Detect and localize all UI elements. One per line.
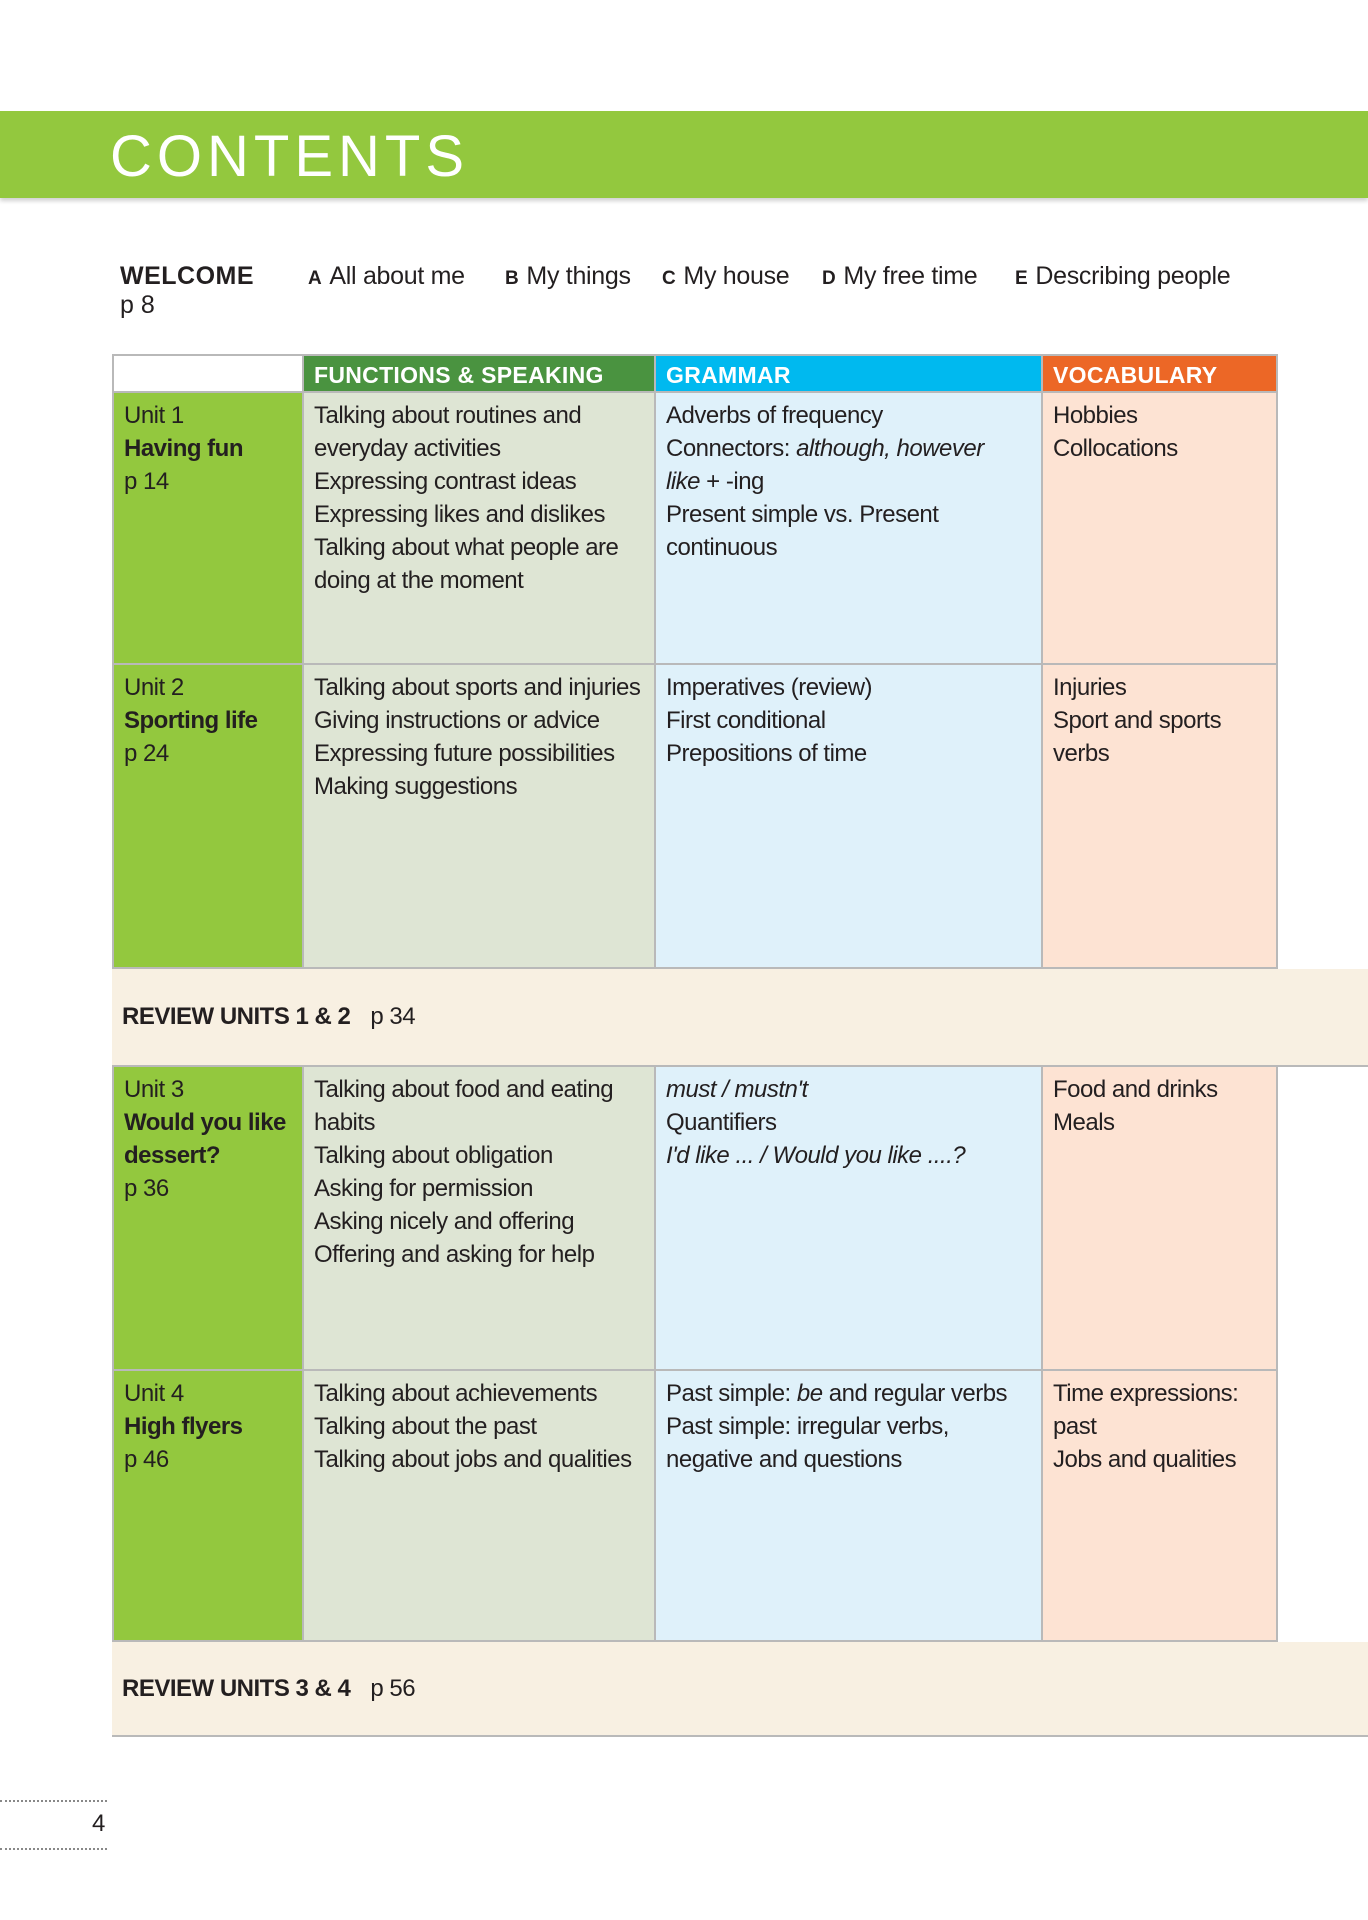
functions-cell: Talking about routines and everyday acti…: [304, 393, 656, 665]
functions-item: Expressing contrast ideas: [314, 468, 577, 495]
grammar-item: Imperatives (review): [666, 674, 873, 701]
unit-cell: Unit 3 Would you like dessert? p 36: [112, 1067, 304, 1371]
functions-item: Expressing likes and dislikes: [314, 501, 605, 528]
functions-cell: Talking about sports and injuries Giving …: [304, 665, 656, 969]
item-label: All about me: [329, 262, 465, 290]
item-key: E: [1015, 268, 1028, 289]
unit-name: Having fun: [124, 435, 244, 462]
functions-item: Talking about the past: [314, 1413, 537, 1440]
review-row: REVIEW UNITS 1 & 2 p 34: [112, 969, 1368, 1067]
vocabulary-item: Time expressions: past: [1053, 1380, 1239, 1440]
welcome-section: WELCOME p 8: [120, 262, 254, 320]
functions-item: Offering and asking for help: [314, 1241, 595, 1268]
functions-item: Talking about jobs and qualities: [314, 1446, 632, 1473]
unit-unit: Unit 3: [124, 1076, 184, 1103]
header-vocabulary: VOCABULARY: [1043, 354, 1278, 393]
vocabulary-item: Collocations: [1053, 435, 1178, 462]
vocabulary-item: Hobbies: [1053, 402, 1138, 429]
header-grammar: GRAMMAR: [656, 354, 1043, 393]
unit-page: p 46: [124, 1446, 169, 1473]
review-label: REVIEW UNITS 1 & 2: [122, 1003, 351, 1030]
grammar-cell: must / mustn't Quantifiers I'd like ... / …: [656, 1067, 1043, 1371]
item-key: D: [822, 268, 836, 289]
vocabulary-cell: Food and drinks Meals: [1043, 1067, 1278, 1371]
grammar-item: must / mustn't: [666, 1076, 808, 1103]
vocabulary-cell: Hobbies Collocations: [1043, 393, 1278, 665]
item-key: B: [505, 268, 519, 289]
unit-page: p 14: [124, 468, 169, 495]
functions-cell: Talking about achievements Talking about …: [304, 1371, 656, 1642]
header-functions: FUNCTIONS & SPEAKING: [304, 354, 656, 393]
unit-name: Would you like dessert?: [124, 1109, 286, 1169]
functions-cell: Talking about food and eating habits Talk…: [304, 1067, 656, 1371]
functions-item: Talking about food and eating habits: [314, 1076, 614, 1136]
divider: [0, 1800, 107, 1802]
welcome-item: D My free time: [822, 262, 978, 291]
grammar-item: Present simple vs. Present continuous: [666, 501, 939, 561]
grammar-item: Quantifiers: [666, 1109, 777, 1136]
unit-name: Sporting life: [124, 707, 258, 734]
functions-item: Asking nicely and offering: [314, 1208, 575, 1235]
functions-item: Talking about routines and everyday acti…: [314, 402, 582, 462]
vocabulary-item: Injuries: [1053, 674, 1127, 701]
review-page: p 34: [370, 1003, 416, 1030]
item-label: My things: [526, 262, 631, 290]
welcome-item: C My house: [662, 262, 790, 291]
unit-cell: Unit 2 Sporting life p 24: [112, 665, 304, 969]
unit-cell: Unit 4 High flyers p 46: [112, 1371, 304, 1642]
unit-unit: Unit 4: [124, 1380, 184, 1407]
functions-item: Expressing future possibilities: [314, 740, 615, 767]
functions-item: Talking about what people are doing at t…: [314, 534, 619, 594]
unit-page: p 24: [124, 740, 169, 767]
grammar-item: Adverbs of frequency: [666, 402, 883, 429]
grammar-item: First conditional: [666, 707, 826, 734]
item-label: My house: [683, 262, 790, 290]
page-number: 4: [92, 1810, 106, 1837]
functions-item: Talking about sports and injuries: [314, 674, 641, 701]
review-row: REVIEW UNITS 3 & 4 p 56: [112, 1642, 1368, 1737]
grammar-item: I'd like ... / Would you like ....?: [666, 1142, 966, 1169]
grammar-cell: Imperatives (review) First conditional Pre…: [656, 665, 1043, 969]
header-blank: [112, 354, 304, 393]
item-key: A: [308, 268, 322, 289]
functions-item: Asking for permission: [314, 1175, 533, 1202]
welcome-label: WELCOME: [120, 262, 255, 290]
grammar-item: Prepositions of time: [666, 740, 867, 767]
welcome-item: E Describing people: [1015, 262, 1231, 291]
unit-page: p 36: [124, 1175, 169, 1202]
grammar-cell: Past simple: be and regular verbs Past si…: [656, 1371, 1043, 1642]
grammar-item: Past simple: irregular verbs, negative a…: [666, 1413, 949, 1473]
vocabulary-cell: Injuries Sport and sports verbs: [1043, 665, 1278, 969]
functions-item: Making suggestions: [314, 773, 518, 800]
unit-unit: Unit 1: [124, 402, 184, 429]
functions-item: Talking about obligation: [314, 1142, 553, 1169]
functions-item: Talking about achievements: [314, 1380, 598, 1407]
vocabulary-item: Jobs and qualities: [1053, 1446, 1237, 1473]
page-title: CONTENTS: [110, 124, 469, 189]
review-label: REVIEW UNITS 3 & 4: [122, 1674, 351, 1702]
grammar-cell: Adverbs of frequency Connectors: although…: [656, 393, 1043, 665]
welcome-item: A All about me: [308, 262, 465, 291]
vocabulary-cell: Time expressions: past Jobs and qualities: [1043, 1371, 1278, 1642]
functions-item: Giving instructions or advice: [314, 707, 600, 734]
contents-banner: CONTENTS: [0, 111, 1368, 198]
vocabulary-item: Meals: [1053, 1109, 1115, 1136]
grammar-item: like + -ing: [666, 468, 764, 495]
vocabulary-item: Sport and sports verbs: [1053, 707, 1222, 767]
unit-name: High flyers: [124, 1413, 243, 1440]
review-page: p 56: [370, 1674, 416, 1702]
welcome-page: p 8: [120, 291, 155, 319]
item-label: Describing people: [1035, 262, 1231, 290]
item-key: C: [662, 268, 676, 289]
item-label: My free time: [843, 262, 978, 290]
divider: [0, 1848, 107, 1850]
welcome-item: B My things: [505, 262, 631, 291]
unit-unit: Unit 2: [124, 674, 184, 701]
vocabulary-item: Food and drinks: [1053, 1076, 1218, 1103]
grammar-item: Connectors: although, however: [666, 435, 984, 462]
grammar-item: Past simple: be and regular verbs: [666, 1380, 1008, 1407]
unit-cell: Unit 1 Having fun p 14: [112, 393, 304, 665]
